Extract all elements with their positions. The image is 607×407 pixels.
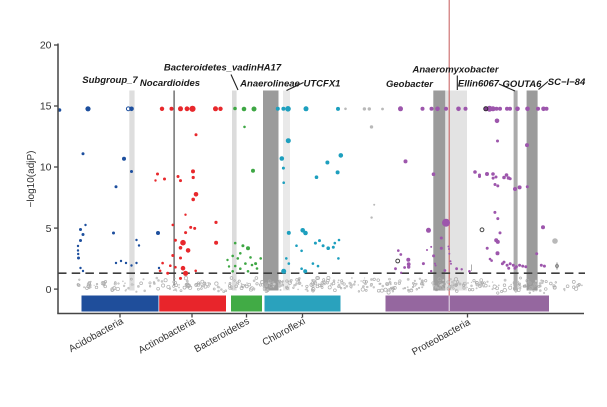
- svg-text:20: 20: [40, 40, 52, 52]
- svg-text:5: 5: [46, 223, 52, 235]
- svg-text:SC−I−84: SC−I−84: [548, 77, 586, 88]
- svg-text:−log10(adjP): −log10(adjP): [26, 151, 37, 208]
- svg-text:Ellin6067: Ellin6067: [458, 79, 500, 90]
- svg-text:10: 10: [40, 162, 52, 174]
- svg-text:Anaerolineae: Anaerolineae: [239, 79, 300, 90]
- svg-text:0: 0: [46, 284, 52, 296]
- svg-text:UTCFX1: UTCFX1: [304, 79, 341, 90]
- svg-text:Bacteroidetes_vadinHA17: Bacteroidetes_vadinHA17: [164, 63, 282, 74]
- svg-text:Geobacter: Geobacter: [386, 79, 434, 90]
- svg-text:Subgroup_7: Subgroup_7: [82, 75, 138, 86]
- svg-text:GOUTA6: GOUTA6: [503, 79, 543, 90]
- svg-text:15: 15: [40, 101, 52, 113]
- svg-text:Anaeromyxobacter: Anaeromyxobacter: [411, 64, 499, 75]
- svg-text:Nocardioides: Nocardioides: [140, 78, 200, 89]
